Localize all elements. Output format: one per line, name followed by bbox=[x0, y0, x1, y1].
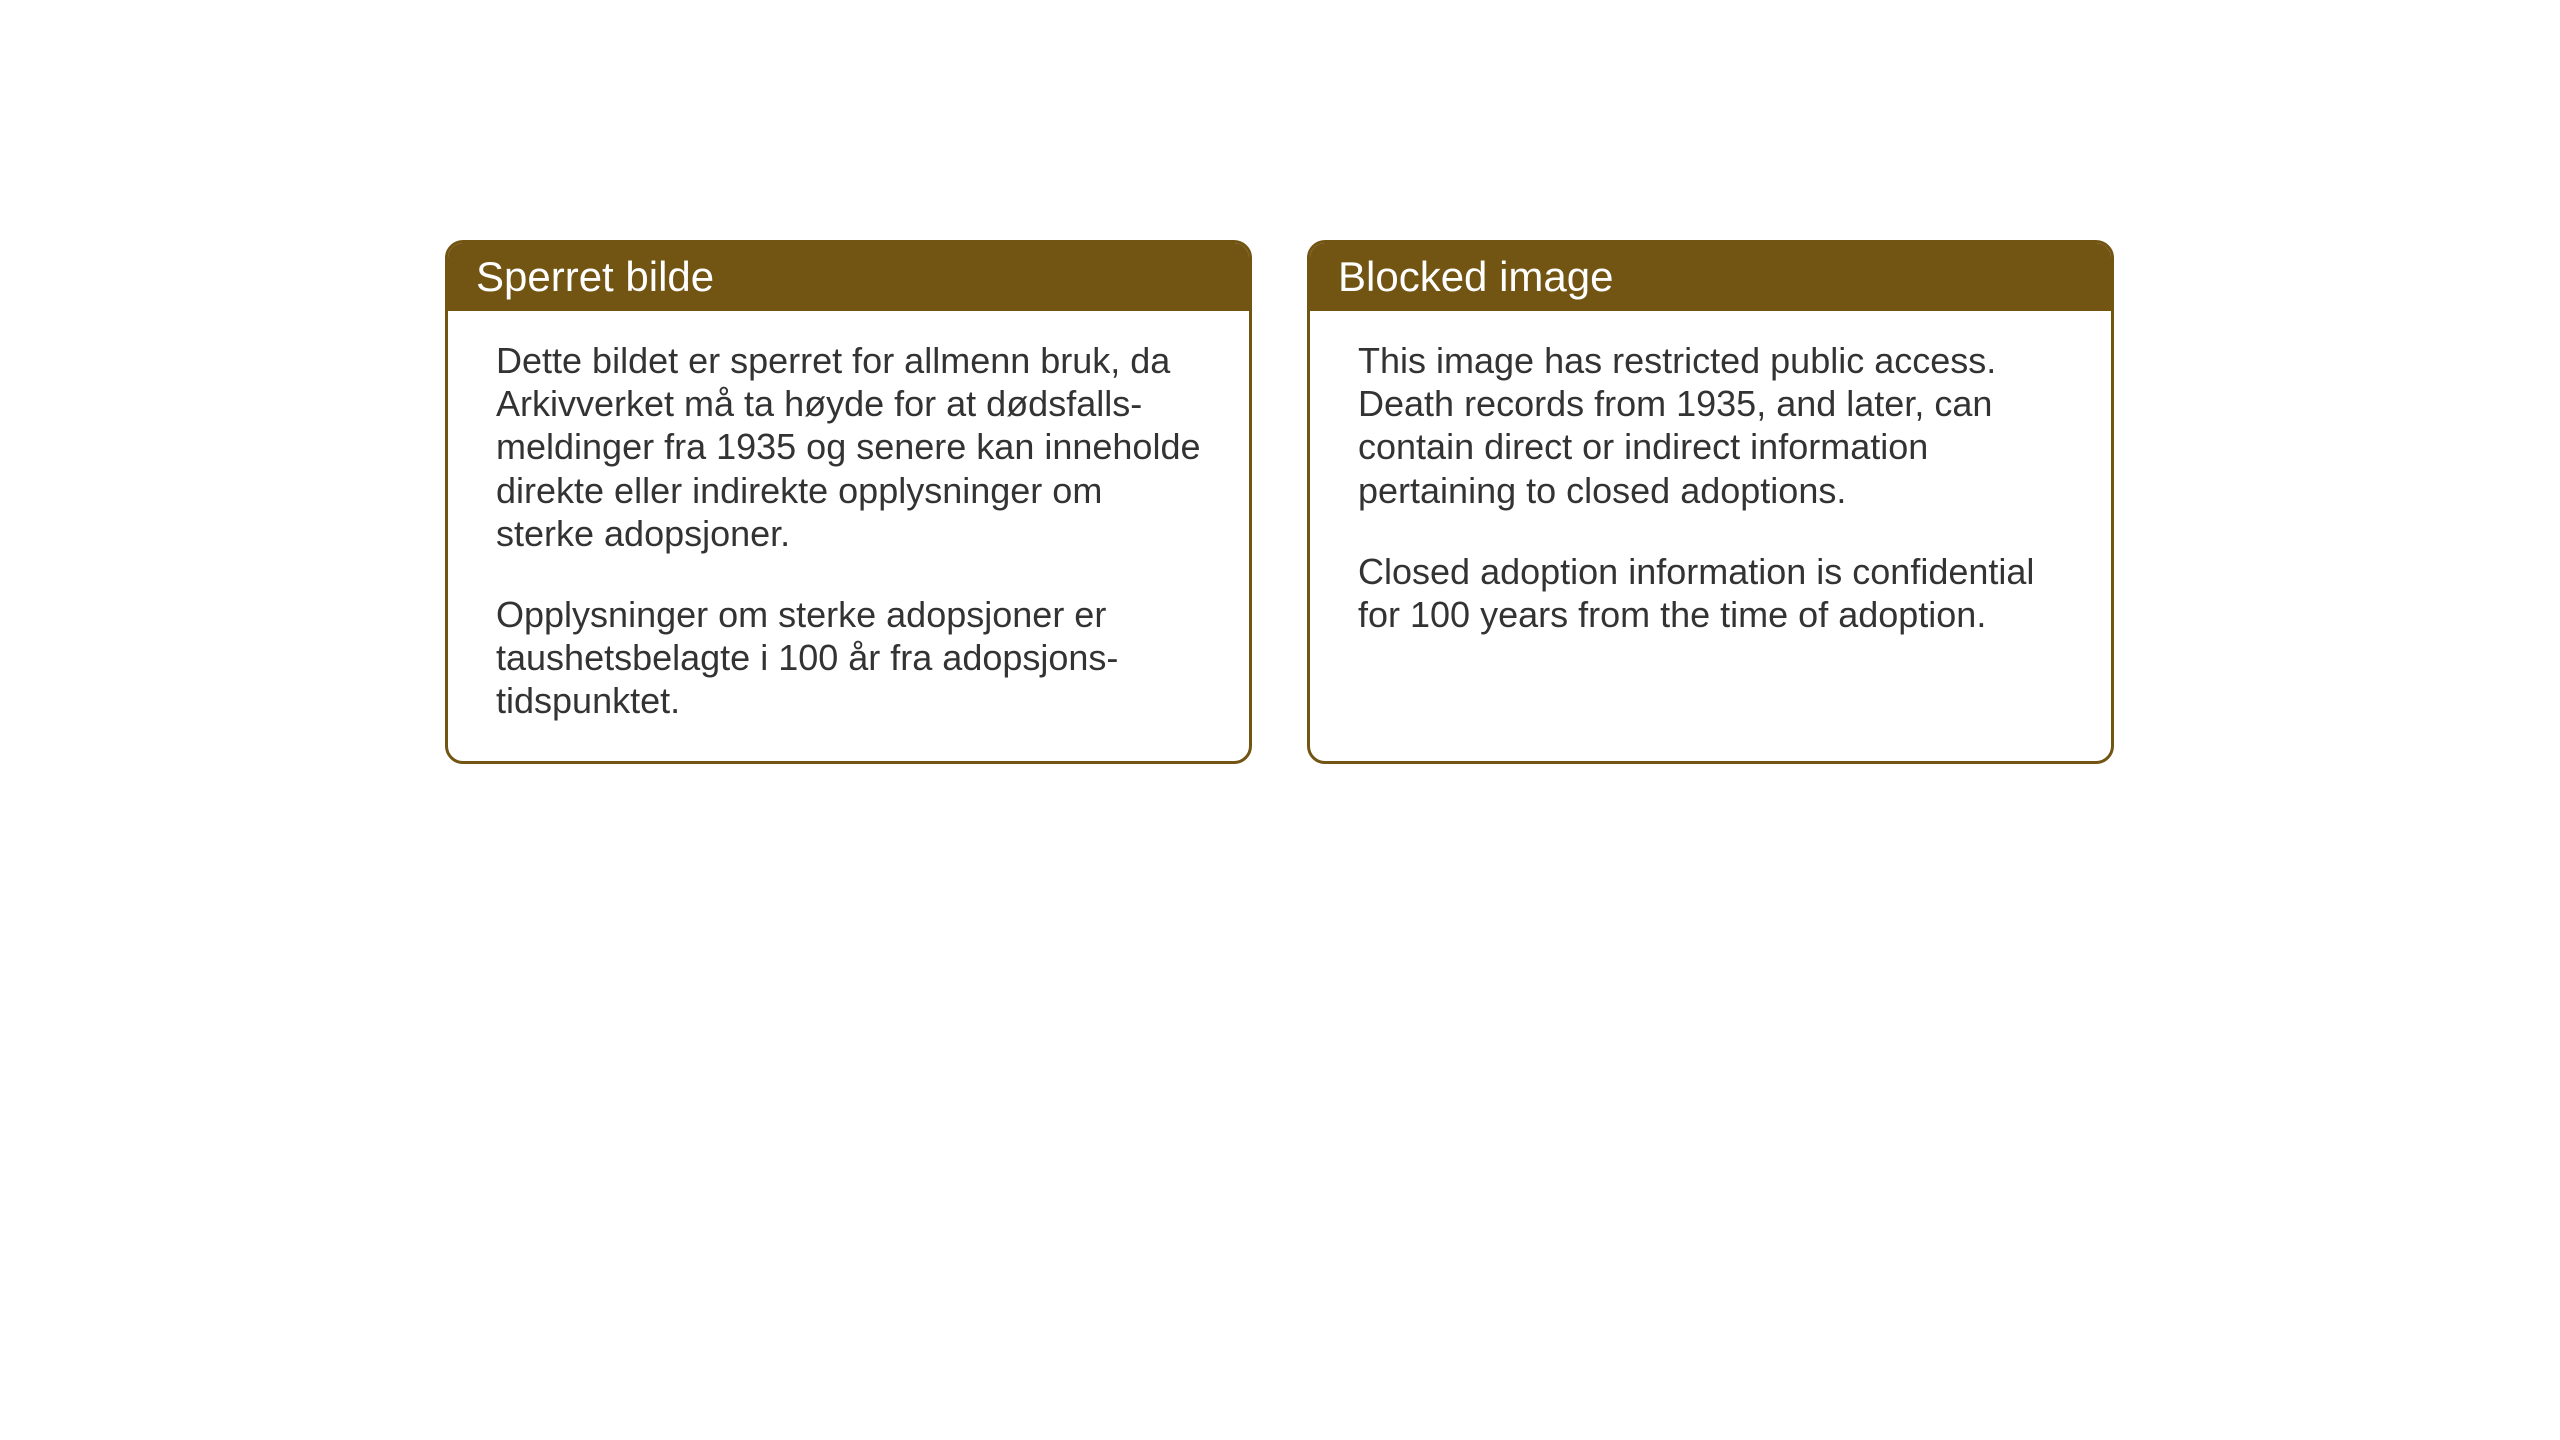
card-header-english: Blocked image bbox=[1310, 243, 2111, 311]
card-body-english: This image has restricted public access.… bbox=[1310, 311, 2111, 674]
card-paragraph-2-english: Closed adoption information is confident… bbox=[1358, 550, 2063, 636]
card-paragraph-1-english: This image has restricted public access.… bbox=[1358, 339, 2063, 512]
card-title-english: Blocked image bbox=[1338, 253, 1613, 300]
card-body-norwegian: Dette bildet er sperret for allmenn bruk… bbox=[448, 311, 1249, 761]
notice-cards-container: Sperret bilde Dette bildet er sperret fo… bbox=[445, 240, 2114, 764]
card-paragraph-2-norwegian: Opplysninger om sterke adopsjoner er tau… bbox=[496, 593, 1201, 723]
card-paragraph-1-norwegian: Dette bildet er sperret for allmenn bruk… bbox=[496, 339, 1201, 555]
notice-card-norwegian: Sperret bilde Dette bildet er sperret fo… bbox=[445, 240, 1252, 764]
card-title-norwegian: Sperret bilde bbox=[476, 253, 714, 300]
notice-card-english: Blocked image This image has restricted … bbox=[1307, 240, 2114, 764]
card-header-norwegian: Sperret bilde bbox=[448, 243, 1249, 311]
